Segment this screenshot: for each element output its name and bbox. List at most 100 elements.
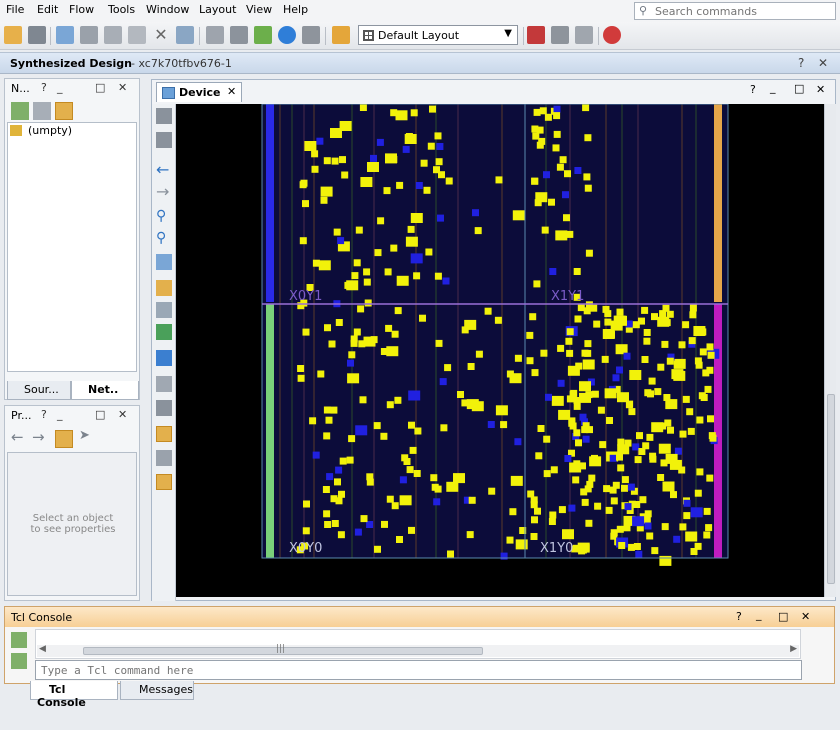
pointer-icon[interactable]: ➤ xyxy=(79,428,90,443)
maximize-icon[interactable]: □ xyxy=(778,610,789,623)
check-icon[interactable] xyxy=(278,26,296,44)
mark-debug-icon[interactable] xyxy=(551,26,569,44)
io-bank-left-top xyxy=(266,104,274,302)
menu-file[interactable]: File xyxy=(6,3,25,16)
routing-resources-icon[interactable] xyxy=(156,132,172,148)
close-icon[interactable]: ✕ xyxy=(816,83,826,96)
tab-tcl-console[interactable]: Tcl Console xyxy=(30,681,118,709)
clear-console-icon[interactable] xyxy=(11,632,27,648)
menu-help[interactable]: Help xyxy=(283,3,309,16)
help-icon[interactable]: ? xyxy=(41,81,47,94)
close-icon[interactable]: ✕ xyxy=(118,81,128,94)
minimize-icon[interactable]: _ xyxy=(770,81,776,94)
unhighlight-icon[interactable] xyxy=(156,474,172,490)
tab-messages[interactable]: Messages xyxy=(120,681,194,700)
paste-icon[interactable] xyxy=(128,26,146,44)
scroll-right-icon[interactable]: ▶ xyxy=(790,644,797,654)
menu-window[interactable]: Window xyxy=(146,3,190,16)
menu-layout[interactable]: Layout xyxy=(199,3,237,16)
placed-cell xyxy=(574,167,582,174)
zoom-out-icon[interactable]: ⚲ xyxy=(156,230,167,246)
refresh-icon[interactable] xyxy=(156,324,172,340)
maximize-icon[interactable]: □ xyxy=(794,82,805,95)
back-icon[interactable]: ← xyxy=(156,160,170,179)
placed-cell xyxy=(297,374,305,382)
help-icon[interactable]: ? xyxy=(798,56,805,70)
pblock-icon[interactable] xyxy=(156,280,172,296)
forward-icon[interactable]: → xyxy=(32,428,45,446)
scroll-thumb[interactable]: ||| xyxy=(83,644,483,655)
zoom-in-icon[interactable]: ⚲ xyxy=(156,208,167,224)
maximize-icon[interactable]: □ xyxy=(95,408,106,421)
help-icon[interactable]: ? xyxy=(41,408,47,421)
tcl-command-input[interactable] xyxy=(36,661,801,679)
search-box[interactable]: ⚲ xyxy=(634,2,836,20)
device-view[interactable]: X0Y1 X1Y1 X0Y0 X1Y0 xyxy=(176,104,824,597)
menu-tools[interactable]: Tools xyxy=(108,3,136,16)
close-icon[interactable]: ✕ xyxy=(227,85,237,98)
save-icon[interactable] xyxy=(28,26,46,44)
zoom-fit-icon[interactable] xyxy=(156,254,172,270)
device-canvas[interactable]: X0Y1 X1Y1 X0Y0 X1Y0 xyxy=(176,104,824,597)
show-hierarchy-icon[interactable] xyxy=(55,102,73,120)
tab-device[interactable]: Device ✕ xyxy=(156,82,242,102)
scroll-thumb[interactable] xyxy=(827,394,835,584)
placed-cell xyxy=(533,280,541,288)
horizontal-scrollbar[interactable]: ◀ ||| ▶ xyxy=(37,644,799,657)
close-icon[interactable]: ✕ xyxy=(818,56,829,70)
debug-icon[interactable] xyxy=(527,26,545,44)
menu-view[interactable]: View xyxy=(246,3,273,16)
back-icon[interactable]: ← xyxy=(11,428,24,446)
tree-item[interactable]: (umpty) xyxy=(28,124,73,137)
part-number: - xc7k70tfbv676-1 xyxy=(131,57,232,70)
vertical-scrollbar[interactable] xyxy=(824,104,836,597)
redo-icon[interactable] xyxy=(80,26,98,44)
run-implementation-icon[interactable] xyxy=(230,26,248,44)
stop-icon[interactable] xyxy=(603,26,621,44)
open-project-icon[interactable] xyxy=(4,26,22,44)
undo-icon[interactable] xyxy=(56,26,74,44)
generate-bitstream-icon[interactable] xyxy=(254,26,272,44)
tab-netlist[interactable]: Net.. xyxy=(71,381,139,400)
expand-all-icon[interactable] xyxy=(33,102,51,120)
help-icon[interactable]: ? xyxy=(736,610,742,623)
collapse-all-icon[interactable] xyxy=(11,102,29,120)
settings-icon[interactable] xyxy=(302,26,320,44)
help-icon[interactable]: ? xyxy=(750,83,756,96)
cursor-mode-icon[interactable] xyxy=(156,108,172,124)
auto-connect-icon[interactable] xyxy=(176,26,194,44)
gear-icon[interactable] xyxy=(332,26,350,44)
properties-filter-icon[interactable] xyxy=(55,430,73,448)
move-icon[interactable] xyxy=(156,302,172,318)
bus-icon[interactable] xyxy=(156,400,172,416)
search-input[interactable] xyxy=(655,4,833,18)
placed-cell xyxy=(573,460,581,468)
menu-flow[interactable]: Flow xyxy=(69,3,95,16)
forward-icon[interactable]: → xyxy=(156,182,170,201)
place-icon[interactable] xyxy=(156,350,172,366)
delete-icon[interactable]: ✕ xyxy=(154,25,168,44)
run-synthesis-icon[interactable] xyxy=(206,26,224,44)
probe-icon[interactable] xyxy=(575,26,593,44)
menu-edit[interactable]: Edit xyxy=(37,3,59,16)
tab-sources[interactable]: Sour... xyxy=(7,381,71,400)
maximize-icon[interactable]: □ xyxy=(95,81,106,94)
placed-cell xyxy=(587,378,595,386)
placed-cell xyxy=(590,304,598,312)
minimize-icon[interactable]: _ xyxy=(57,408,63,421)
placed-cell xyxy=(564,170,571,178)
placed-cell xyxy=(543,171,550,179)
minimize-icon[interactable]: _ xyxy=(57,81,63,94)
scroll-left-icon[interactable]: ◀ xyxy=(39,644,46,654)
tcl-command-field[interactable] xyxy=(35,660,802,680)
close-icon[interactable]: ✕ xyxy=(118,408,128,421)
highlight-icon[interactable] xyxy=(156,426,172,442)
mark-icon[interactable] xyxy=(156,450,172,466)
layout-dropdown[interactable]: Default Layout ▼ xyxy=(358,25,518,45)
close-icon[interactable]: ✕ xyxy=(801,610,811,623)
copy-icon[interactable] xyxy=(104,26,122,44)
minimize-icon[interactable]: _ xyxy=(756,608,762,621)
route-icon[interactable] xyxy=(156,376,172,392)
placed-cell xyxy=(659,422,667,430)
collapse-icon[interactable] xyxy=(11,653,27,669)
